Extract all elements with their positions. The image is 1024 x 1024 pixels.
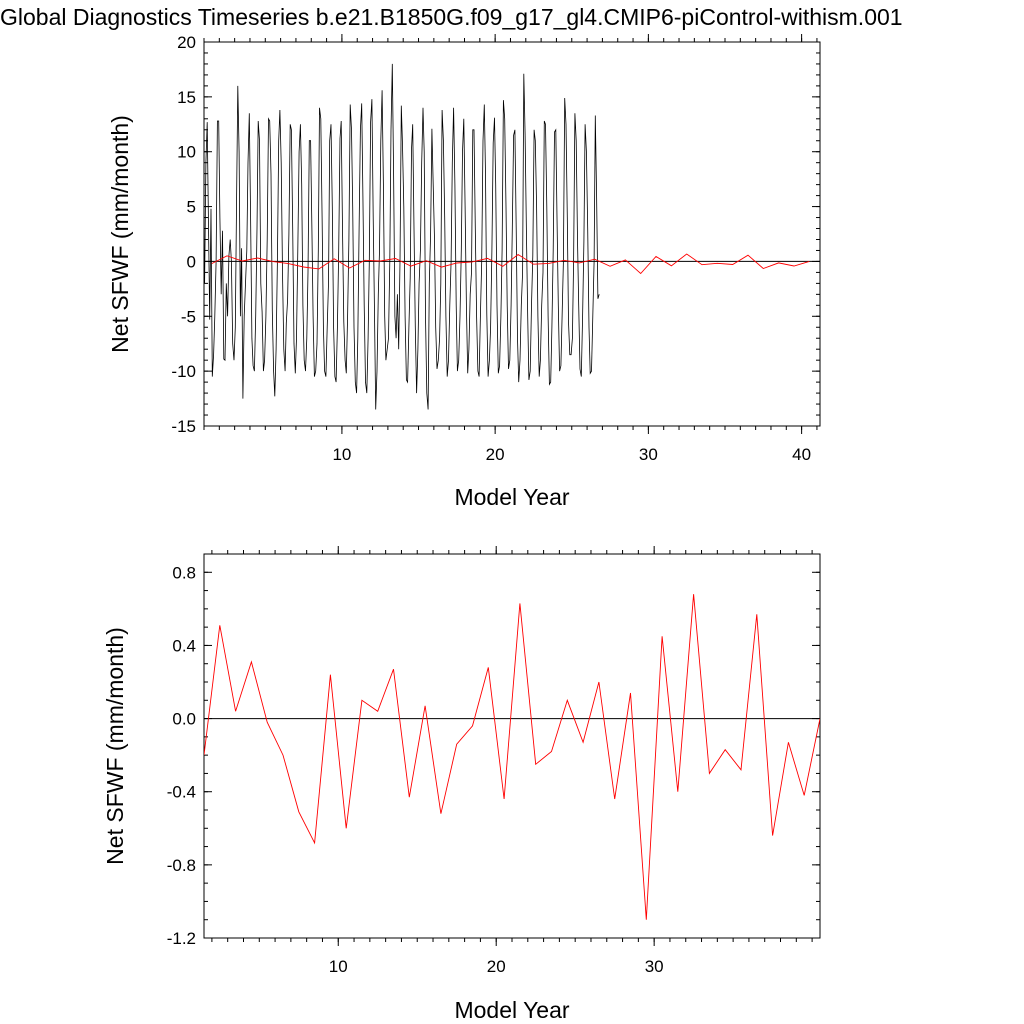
- figure-title: Global Diagnostics Timeseries b.e21.B185…: [0, 4, 903, 30]
- y-tick-label: -15: [171, 417, 196, 436]
- y-tick-label: -0.4: [167, 783, 196, 802]
- y-tick-label: 0.4: [172, 636, 196, 655]
- y-axis-label-bottom: Net SFWF (mm/month): [102, 627, 128, 865]
- x-tick-label: 10: [332, 445, 351, 464]
- y-tick-label: 5: [187, 198, 196, 217]
- x-tick-label: 20: [486, 445, 505, 464]
- x-axis-label-top: Model Year: [454, 484, 569, 510]
- chart-panel-top: Net SFWF (mm/month) Model Year -15 -10 -5 0…: [107, 33, 821, 510]
- y-tick-label: -5: [181, 307, 196, 326]
- y-tick-label: -1.2: [167, 929, 196, 948]
- x-axis-label-bottom: Model Year: [454, 997, 569, 1023]
- y-tick-label: 20: [177, 33, 196, 52]
- y-tick-label: -0.8: [167, 856, 196, 875]
- x-tick-label: 30: [645, 957, 664, 976]
- x-tick-label: 40: [792, 445, 811, 464]
- y-tick-label: 0: [187, 252, 196, 271]
- annual-mean-series-line: [204, 594, 820, 920]
- y-tick-label: 0.0: [172, 710, 196, 729]
- y-axis-label-top: Net SFWF (mm/month): [107, 115, 133, 353]
- x-tick-label: 20: [487, 957, 506, 976]
- annual-mean-series-line: [211, 253, 810, 275]
- y-tick-label: 0.8: [172, 563, 196, 582]
- plot-frame-bottom: [203, 553, 821, 939]
- y-tick-label: 10: [177, 143, 196, 162]
- chart-panel-bottom: Net SFWF (mm/month) Model Year -1.2 -0.8 -…: [102, 546, 821, 1023]
- plot-frame-top: [203, 41, 821, 427]
- x-tick-label: 30: [639, 445, 658, 464]
- y-tick-label: 15: [177, 88, 196, 107]
- monthly-series-line: [204, 63, 600, 410]
- y-tick-label: -10: [171, 362, 196, 381]
- x-tick-label: 10: [329, 957, 348, 976]
